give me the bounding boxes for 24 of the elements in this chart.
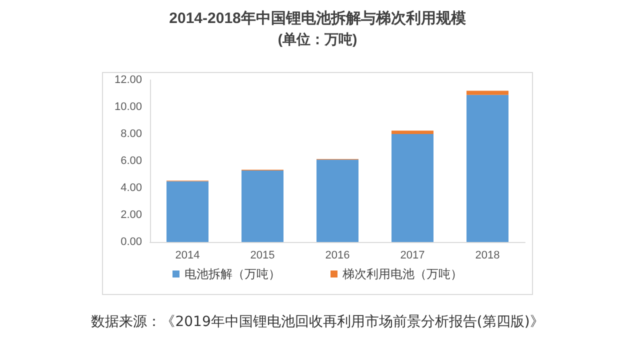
legend-label: 梯次利用电池（万吨） — [342, 267, 462, 281]
x-tick-label: 2015 — [250, 250, 275, 262]
bar — [466, 90, 508, 95]
bar — [166, 181, 208, 242]
bar — [316, 160, 358, 242]
x-tick-label: 2017 — [400, 250, 425, 262]
x-tick-label: 2014 — [175, 250, 200, 262]
bar — [466, 94, 508, 242]
x-tick-label: 2016 — [325, 250, 350, 262]
y-tick-label: 0.00 — [120, 236, 142, 248]
bar — [392, 130, 434, 134]
y-tick-label: 2.00 — [120, 209, 142, 221]
legend-label: 电池拆解（万吨） — [184, 267, 280, 281]
bar — [392, 134, 434, 242]
x-tick-label: 2018 — [475, 250, 500, 262]
y-tick-label: 6.00 — [120, 155, 142, 167]
y-tick-label: 8.00 — [120, 128, 142, 140]
y-tick-label: 10.00 — [114, 101, 142, 113]
y-tick-label: 12.00 — [114, 74, 142, 86]
chart-subtitle: (单位：万吨) — [278, 31, 358, 47]
y-tick-label: 4.00 — [120, 182, 142, 194]
chart-title: 2014-2018年中国锂电池拆解与梯次利用规模 — [169, 10, 467, 27]
bar — [242, 170, 284, 242]
source-note: 数据来源：《2019年中国锂电池回收再利用市场前景分析报告(第四版)》 — [91, 314, 544, 330]
